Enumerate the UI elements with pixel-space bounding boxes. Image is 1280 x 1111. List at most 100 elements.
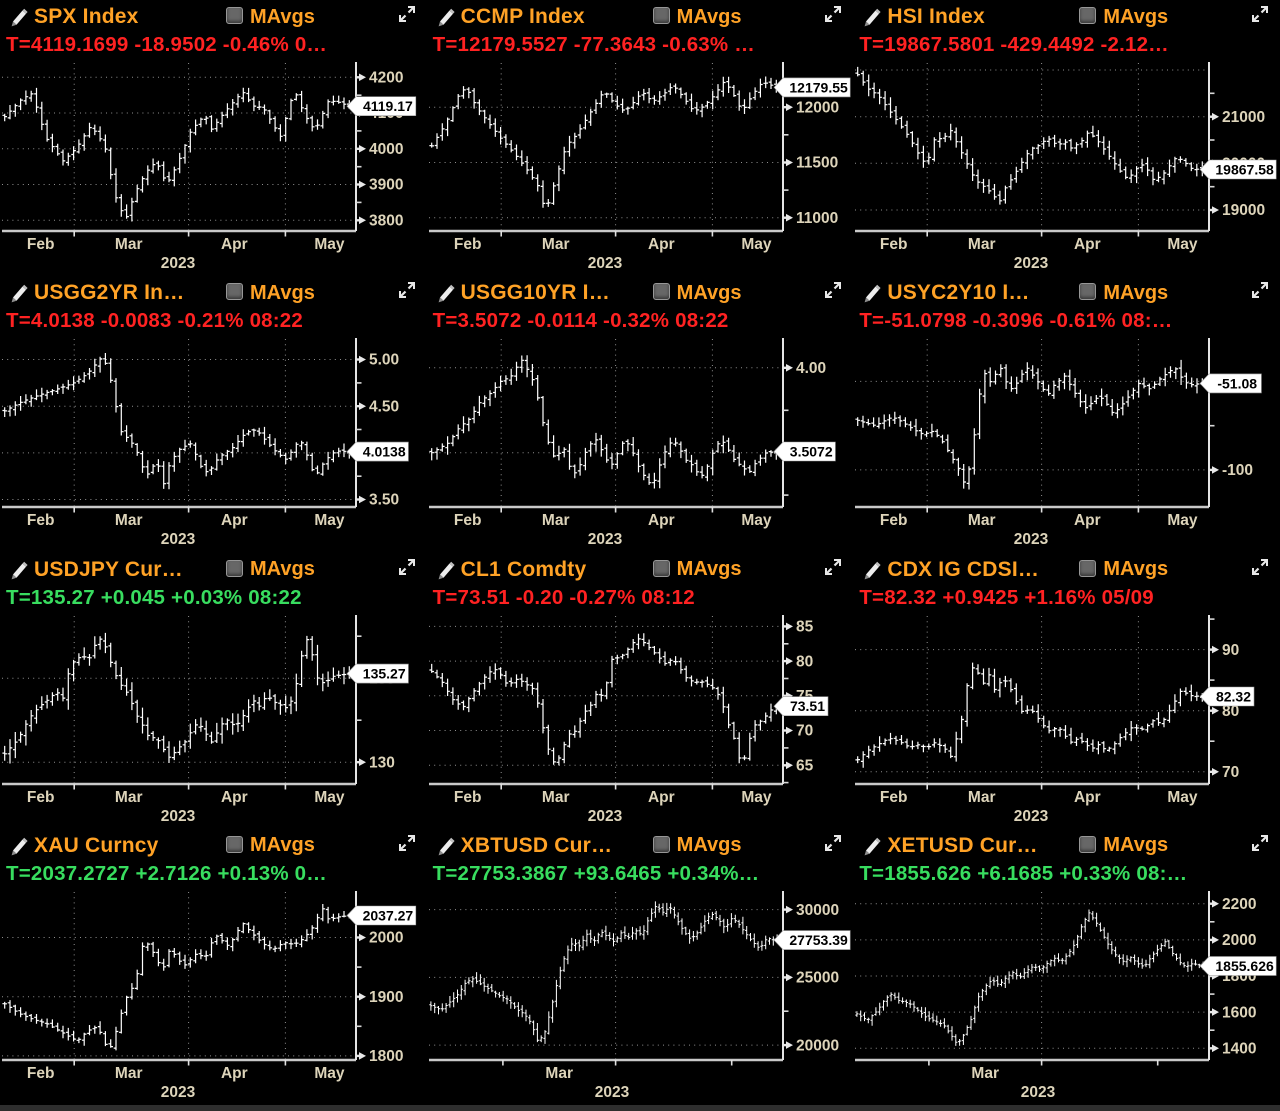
ticker-title[interactable]: CDX IG CDSI… (887, 557, 1040, 581)
x-axis-month-label: Mar (972, 1065, 1000, 1082)
y-axis-tick-label: 11000 (796, 210, 838, 227)
x-axis-month-label: May (741, 236, 772, 253)
y-axis-tick-label: 4200 (369, 70, 403, 87)
expand-icon[interactable] (823, 280, 843, 300)
edit-pencil-icon[interactable] (8, 282, 30, 304)
price-chart-spx: 42004100400039003800FebMarAprMay20234119… (2, 62, 417, 272)
mavgs-checkbox[interactable] (652, 283, 670, 301)
expand-icon[interactable] (397, 557, 417, 577)
last-price-tag: 19867.58 (1199, 159, 1277, 180)
chart-panel-usgg2yr: USGG2YR In… MAvgs T=4.0138 -0.0083 -0.21% … (0, 276, 427, 552)
panel-header: SPX Index MAvgs (0, 0, 427, 32)
expand-icon[interactable] (823, 833, 843, 853)
ohlc-bars (429, 355, 779, 489)
x-axis-month-label: May (1168, 789, 1199, 806)
mavgs-checkbox[interactable] (1079, 7, 1097, 24)
expand-icon[interactable] (397, 833, 417, 853)
mavgs-checkbox[interactable] (1079, 283, 1097, 301)
ticker-title[interactable]: XETUSD Cur… (887, 833, 1038, 857)
mavgs-checkbox[interactable] (652, 835, 670, 853)
expand-icon[interactable] (1250, 280, 1270, 300)
chart-panel-cl1: CL1 Comdty MAvgs T=73.51 -0.20 -0.27% 08:1… (427, 553, 854, 829)
ticker-title[interactable]: XAU Curncy (34, 833, 159, 857)
edit-pencil-icon[interactable] (861, 559, 883, 581)
edit-pencil-icon[interactable] (8, 6, 30, 28)
svg-text:4119.17: 4119.17 (363, 98, 413, 114)
ticker-title[interactable]: SPX Index (34, 5, 139, 28)
mavgs-checkbox[interactable] (652, 7, 670, 24)
mavgs-checkbox[interactable] (226, 7, 243, 24)
y-axis-tick-label: 2000 (369, 929, 403, 946)
chart-panel-ccmp: CCMP Index MAvgs T=12179.5527 -77.3643 -0.… (427, 0, 854, 276)
x-axis-month-label: Feb (454, 512, 482, 529)
mavgs-label: MAvgs (1103, 5, 1169, 28)
x-axis-month-label: Feb (27, 1065, 55, 1082)
ticker-title[interactable]: USGG2YR In… (34, 281, 185, 305)
panel-header: XETUSD Cur… MAvgs (853, 829, 1280, 861)
mavgs-label: MAvgs (250, 558, 315, 580)
mavgs-label: MAvgs (676, 834, 742, 857)
expand-icon[interactable] (823, 557, 843, 577)
ticker-title[interactable]: USYC2Y10 I… (887, 281, 1030, 305)
panel-header: USDJPY Cur… MAvgs (0, 553, 427, 585)
mavgs-label: MAvgs (1103, 281, 1169, 304)
panel-header: HSI Index MAvgs (853, 0, 1280, 32)
x-axis-month-label: Feb (27, 789, 55, 806)
expand-icon[interactable] (823, 4, 843, 24)
x-axis-month-label: Apr (221, 236, 248, 253)
x-axis-month-label: Mar (115, 512, 143, 529)
x-axis-month-label: May (1168, 512, 1199, 529)
panel-header: USGG2YR In… MAvgs (0, 276, 427, 308)
svg-text:19867.58: 19867.58 (1216, 162, 1275, 178)
edit-pencil-icon[interactable] (861, 6, 883, 28)
ticker-title[interactable]: CCMP Index (460, 5, 585, 28)
mavgs-checkbox[interactable] (1079, 835, 1097, 853)
ticker-title[interactable]: XBTUSD Cur… (460, 833, 613, 857)
chart-panel-xbtusd: XBTUSD Cur… MAvgs T=27753.3867 +93.6465 +0… (427, 829, 854, 1105)
last-price-tag: -51.08 (1199, 373, 1263, 394)
mavgs-checkbox[interactable] (226, 559, 243, 577)
ohlc-bars (2, 632, 352, 763)
edit-pencil-icon[interactable] (8, 835, 30, 857)
svg-text:-51.08: -51.08 (1218, 376, 1258, 392)
expand-icon[interactable] (397, 4, 417, 24)
x-axis-year-label: 2023 (161, 1084, 196, 1101)
quote-line: T=2037.2727 +2.7126 +0.13% 0… (6, 861, 327, 885)
expand-icon[interactable] (1250, 4, 1270, 24)
mavgs-checkbox[interactable] (226, 283, 243, 301)
mavgs-checkbox[interactable] (226, 835, 243, 853)
mavgs-checkbox[interactable] (1079, 559, 1097, 577)
quote-line: T=27753.3867 +93.6465 +0.34%… (432, 861, 760, 885)
expand-icon[interactable] (1250, 557, 1270, 577)
expand-icon[interactable] (1250, 833, 1270, 853)
x-axis-month-label: Feb (880, 789, 908, 806)
ticker-title[interactable]: HSI Index (887, 5, 985, 28)
last-price-tag: 4.0138 (346, 442, 409, 462)
ohlc-bars (855, 66, 1205, 205)
expand-icon[interactable] (397, 280, 417, 300)
quote-line: T=4.0138 -0.0083 -0.21% 08:22 (6, 309, 303, 333)
panel-header: XBTUSD Cur… MAvgs (427, 829, 854, 861)
edit-pencil-icon[interactable] (435, 559, 457, 581)
y-axis-tick-label: 1600 (1222, 1004, 1256, 1021)
ohlc-bars (855, 360, 1205, 490)
edit-pencil-icon[interactable] (861, 282, 883, 304)
edit-pencil-icon[interactable] (435, 835, 457, 857)
edit-pencil-icon[interactable] (861, 835, 883, 857)
chart-panel-spx: SPX Index MAvgs T=4119.1699 -18.9502 -0.46… (0, 0, 427, 276)
ticker-title[interactable]: USDJPY Cur… (34, 557, 183, 581)
ticker-title[interactable]: USGG10YR I… (460, 281, 610, 305)
edit-pencil-icon[interactable] (8, 559, 30, 581)
mavgs-label: MAvgs (1103, 558, 1169, 580)
edit-pencil-icon[interactable] (435, 282, 457, 304)
mavgs-checkbox[interactable] (652, 559, 670, 577)
ticker-title[interactable]: CL1 Comdty (460, 557, 587, 581)
last-price-tag: 73.51 (773, 695, 828, 716)
svg-text:12179.55: 12179.55 (789, 79, 848, 95)
x-axis-year-label: 2023 (587, 531, 622, 548)
edit-pencil-icon[interactable] (435, 6, 457, 28)
ohlc-bars (2, 903, 352, 1051)
x-axis-year-label: 2023 (1014, 808, 1049, 825)
x-axis-month-label: Apr (648, 789, 675, 806)
